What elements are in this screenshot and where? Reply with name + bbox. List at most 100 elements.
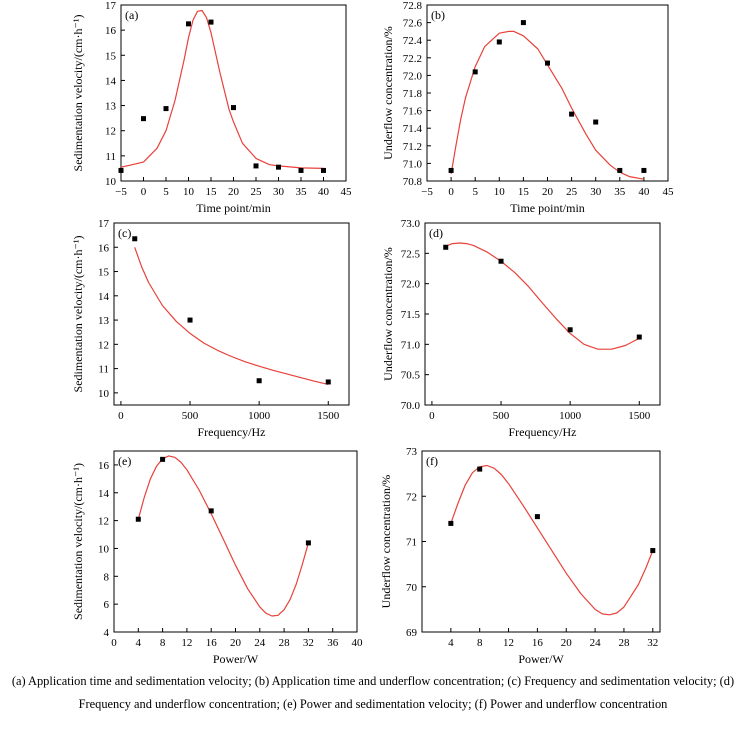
y-tick-label: 72.4 [403,35,423,47]
x-tick-label: 0 [429,410,435,422]
x-tick-label: 1500 [317,410,340,422]
data-point [208,508,214,514]
x-tick-label: 35 [614,186,626,198]
x-tick-label: 1500 [628,410,651,422]
y-tick-label: 13 [105,101,117,113]
data-point [534,514,540,520]
plot-frame [424,222,661,406]
fit-curve [134,247,329,385]
data-point [545,60,550,66]
data-point [163,106,169,112]
x-tick-label: 0 [111,637,117,649]
figure-caption: (a) Application time and sedimentation v… [11,674,735,711]
plot-frame [426,4,669,182]
y-tick-label: 71.2 [403,141,422,153]
panel-label: (b) [431,8,445,22]
y-tick-label: 6 [104,599,110,611]
y-tick-label: 17 [105,0,117,12]
y-tick-label: 14 [105,75,117,87]
panel-label: (f) [426,454,438,468]
y-tick-label: 73.0 [401,218,421,230]
y-tick-label: 72.8 [403,0,423,12]
y-tick-label: 70.8 [403,176,423,188]
x-tick-label: 40 [318,186,330,198]
panel-label: (c) [118,226,131,240]
y-tick-label: 14 [98,291,110,303]
y-tick-label: 10 [105,176,117,188]
data-point [443,244,449,250]
y-tick-label: 72.0 [401,279,421,291]
y-axis-title: Underflow concentration/% [379,475,393,609]
y-axis-title: Sedimentation velocity/(cm·h⁻¹) [71,15,85,172]
data-point [520,20,526,26]
data-point [567,327,573,333]
y-tick-label: 15 [105,50,117,62]
y-axis-title: Sedimentation velocity/(cm·h⁻¹) [71,236,85,393]
y-tick-label: 12 [98,339,109,351]
x-tick-label: 1000 [559,410,582,422]
data-point [276,164,281,170]
plot-frame [120,4,347,182]
x-tick-label: 500 [493,410,510,422]
y-tick-label: 17 [98,218,110,230]
x-tick-label: 32 [647,637,658,649]
y-tick-label: 72.0 [403,70,423,82]
data-point [641,167,647,173]
x-axis-title: Power/W [213,652,259,666]
data-point [135,516,141,522]
y-tick-label: 4 [104,627,110,639]
x-axis-title: Time point/min [196,201,271,215]
x-tick-label: 40 [352,637,364,649]
x-tick-label: 45 [341,186,353,198]
x-tick-label: 0 [118,410,124,422]
data-point [256,378,262,384]
x-tick-label: 15 [518,186,530,198]
x-tick-label: 0 [141,186,147,198]
y-tick-label: 70.0 [401,400,421,412]
x-tick-label: 5 [472,186,478,198]
y-tick-label: 12 [98,516,109,528]
y-tick-label: 71.4 [403,123,423,135]
y-tick-label: 10 [98,543,110,555]
x-tick-label: 20 [542,186,554,198]
chart-b: −5 0 5 10 15 20 25 30 35 40 45 70.8 71.0 71.2 71.4 71.6… [381,0,674,215]
y-axis-title: Sedimentation velocity/(cm·h⁻¹) [71,463,85,620]
x-tick-label: 20 [228,186,240,198]
chart-a: −5 0 5 10 15 20 25 30 35 40 45 10 11 12 13 14 15 16 17 (a) T… [71,0,352,215]
data-point [496,39,502,45]
y-tick-label: 11 [98,364,109,376]
data-point [160,456,166,462]
x-axis-title: Time point/min [510,201,585,215]
x-tick-label: 28 [618,637,630,649]
y-tick-label: 70.5 [401,370,421,382]
data-point [477,466,483,472]
data-point [298,167,304,173]
x-tick-label: 8 [477,637,483,649]
x-tick-label: 24 [590,637,602,649]
x-tick-label: 5 [163,186,169,198]
x-axis-title: Frequency/Hz [509,425,577,439]
data-point [617,167,623,173]
y-tick-label: 12 [105,126,116,138]
y-tick-label: 71.0 [403,158,423,170]
data-point [650,548,656,554]
data-point [253,163,259,169]
x-tick-label: 35 [296,186,308,198]
fit-curve [445,242,640,350]
data-point [498,258,504,264]
x-tick-label: −5 [115,186,127,198]
y-tick-label: 71.5 [401,309,421,321]
x-tick-label: 12 [503,637,514,649]
y-tick-label: 72.5 [401,248,421,260]
y-tick-label: 72 [406,491,417,503]
panel-label: (a) [125,8,138,22]
x-axis-title: Power/W [518,652,564,666]
y-axis-title: Underflow concentration/% [381,26,395,160]
x-tick-label: 10 [183,186,195,198]
panel-label: (d) [429,226,443,240]
y-tick-label: 71 [406,537,417,549]
y-tick-label: 72.2 [403,53,422,65]
data-point [569,111,575,117]
x-tick-label: 4 [448,637,454,649]
chart-d: 0 500 1000 1500 70.0 70.5 71.0 71.5 72.0 72.5 73.0… [381,218,661,439]
